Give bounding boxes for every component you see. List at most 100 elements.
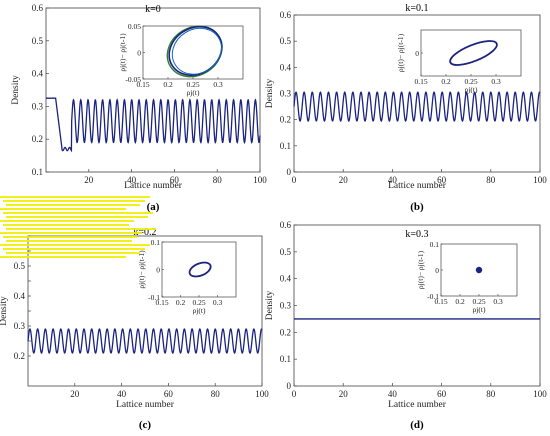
inset-x-tick-label: 0.25 <box>192 298 205 307</box>
panel-label: (c) <box>139 419 152 431</box>
y-axis-label: Density <box>265 78 275 108</box>
density-series-line <box>293 91 541 123</box>
inset-phase-plot: 0.15 0.2 0.25 0.3 0 ρj(t) ρj(t)− ρj(t-1) <box>396 29 522 94</box>
inset-phase-plot: 0.15 0.2 0.25 0.3 -0.1 0 0.1 ρj(t) ρj(t)− ρj(t-1… <box>416 240 518 314</box>
inset-y-label: ρj(t)− ρj(t-1) <box>416 250 425 289</box>
inset-y-tick-label: 0 <box>415 49 419 58</box>
y-tick-label: 0.3 <box>14 321 26 331</box>
x-tick-label: 100 <box>255 389 269 399</box>
panel-b: k=0.1 0 20 40 60 80 100 0 0.1 0.2 0.3 0.4 0.5 0.6 Latt… <box>265 3 547 213</box>
inset-frame <box>420 29 522 77</box>
inset-x-label: ρj(t) <box>187 88 200 97</box>
x-tick-label: 20 <box>339 389 349 399</box>
phase-loop <box>449 40 498 66</box>
y-tick-label: 0.5 <box>32 36 44 46</box>
x-tick-label: 40 <box>388 389 398 399</box>
inset-y-tick-label: -0.1 <box>427 292 439 301</box>
x-axis-label: Lattice number <box>388 400 447 410</box>
y-tick-label: 0.2 <box>280 327 291 337</box>
inset-y-tick-label: 0.1 <box>151 238 161 247</box>
x-tick-label: 40 <box>127 175 137 185</box>
x-tick-label: 100 <box>253 175 267 185</box>
panel-d: k=0.3 0 20 40 60 80 100 0 0.1 0.2 0.3 0.4 0.5 0.6 Latt… <box>265 220 547 431</box>
inset-x-label: ρj(t) <box>473 305 486 314</box>
fixed-point-marker <box>475 266 483 274</box>
y-tick-label: 0 <box>287 167 292 177</box>
x-tick-label: 60 <box>164 389 174 399</box>
x-tick-label: 40 <box>117 389 127 399</box>
inset-x-tick-label: 0.25 <box>472 297 485 306</box>
inset-x-tick-label: 0.2 <box>441 77 451 86</box>
chart-title: k=0.3 <box>405 229 428 240</box>
inset-x-tick-label: 0.25 <box>464 77 477 86</box>
chart-title: k=0 <box>145 4 161 15</box>
x-tick-label: 0 <box>292 175 297 185</box>
inset-x-tick-label: 0.15 <box>136 80 149 89</box>
y-axis-label: Density <box>0 296 9 326</box>
phase-loop-inner <box>171 27 222 75</box>
density-series-line <box>27 327 263 355</box>
x-tick-label: 80 <box>486 389 496 399</box>
inset-x-tick-label: 0.15 <box>414 77 427 86</box>
y-tick-label: 0.6 <box>280 220 292 230</box>
y-tick-label: 0.4 <box>280 274 292 284</box>
inset-x-tick-label: 0.2 <box>176 298 186 307</box>
x-tick-label: 80 <box>213 175 223 185</box>
inset-y-tick-label: -0.05 <box>125 75 141 84</box>
inset-x-label: ρj(t) <box>465 85 478 94</box>
y-tick-label: 0.2 <box>32 134 43 144</box>
x-tick-label: 20 <box>339 175 349 185</box>
inset-y-tick-label: 0 <box>156 266 160 275</box>
inset-frame <box>161 241 237 298</box>
y-tick-label: 0 <box>287 381 292 391</box>
inset-x-tick-label: 0.15 <box>155 298 168 307</box>
phase-loop <box>188 261 212 278</box>
panel-a: k=0 20 40 60 80 100 0.1 0.2 0.3 0.4 0.5 0.6 Lattice … <box>11 3 267 213</box>
panel-label: (d) <box>410 419 424 431</box>
y-axis-label: Density <box>265 290 275 320</box>
x-axis-label: Lattice number <box>116 400 175 410</box>
y-tick-label: 0.3 <box>280 89 292 99</box>
x-tick-label: 20 <box>70 389 80 399</box>
inset-y-tick-label: 0.1 <box>430 240 440 249</box>
inset-phase-plot: 0.15 0.2 0.25 0.3 -0.1 0 0.1 ρj(t) ρj(t)− ρj(t-1… <box>137 238 237 315</box>
chart-title: k=0.2 <box>133 227 156 238</box>
y-tick-label: 0.2 <box>280 115 291 125</box>
inset-y-tick-label: -0.1 <box>148 293 160 302</box>
x-tick-label: 60 <box>437 389 447 399</box>
panel-label: (b) <box>410 201 424 213</box>
y-tick-label: 0.5 <box>14 261 26 271</box>
x-axis-label: Lattice number <box>124 181 183 191</box>
plot-frame <box>45 7 261 173</box>
panel-label: (a) <box>147 201 160 213</box>
inset-y-tick-label: 0.05 <box>128 22 141 31</box>
y-tick-label: 0.3 <box>280 301 292 311</box>
x-tick-label: 60 <box>170 175 180 185</box>
inset-x-tick-label: 0.2 <box>455 297 465 306</box>
x-axis-label: Lattice number <box>388 181 447 191</box>
y-tick-label: 0.6 <box>280 10 292 20</box>
x-tick-label: 0 <box>292 389 297 399</box>
y-tick-label: 0.5 <box>280 36 292 46</box>
inset-x-tick-label: 0.3 <box>491 77 501 86</box>
x-tick-label: 80 <box>211 389 221 399</box>
inset-frame <box>142 25 244 80</box>
y-tick-label: 0.4 <box>32 69 44 79</box>
inset-y-tick-label: 0 <box>435 266 439 275</box>
inset-y-label: ρj(t)− ρj(t-1) <box>396 33 405 72</box>
panel-c: k=0.2 20 40 60 80 100 0.2 0.3 0.4 0.5 Lattice numb… <box>0 227 269 431</box>
x-tick-label: 40 <box>388 175 398 185</box>
y-tick-label: 0.2 <box>14 351 25 361</box>
y-tick-label: 0.1 <box>280 141 291 151</box>
x-tick-label: 80 <box>486 175 496 185</box>
inset-x-tick-label: 0.15 <box>434 297 447 306</box>
y-tick-label: 0.1 <box>32 167 43 177</box>
density-series-line <box>46 97 261 153</box>
x-tick-label: 100 <box>533 175 547 185</box>
inset-x-tick-label: 0.3 <box>493 297 503 306</box>
x-tick-label: 60 <box>437 175 447 185</box>
y-tick-label: 0.6 <box>32 3 44 13</box>
y-tick-label: 0.5 <box>280 247 292 257</box>
x-tick-label: 20 <box>84 175 94 185</box>
y-tick-label: 0.4 <box>280 62 292 72</box>
